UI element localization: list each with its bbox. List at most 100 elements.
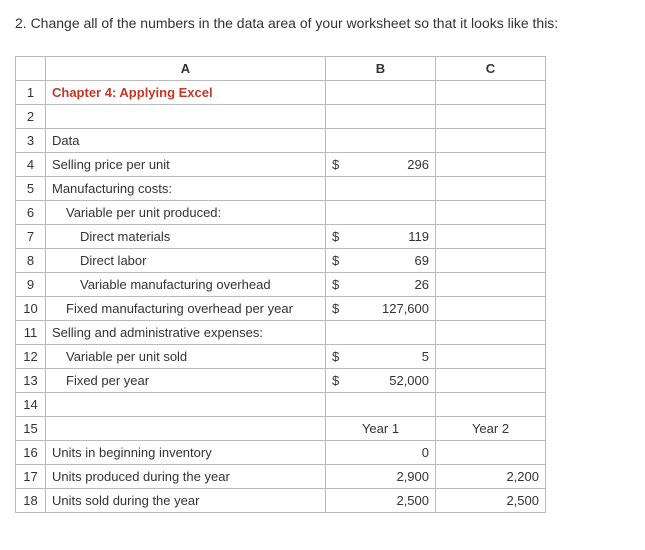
cell-value: $ 26 <box>326 273 436 297</box>
currency-symbol: $ <box>332 229 339 244</box>
row-number: 5 <box>16 177 46 201</box>
cell: Data <box>46 129 326 153</box>
header-row: A B C <box>16 57 546 81</box>
table-row: 16 Units in beginning inventory 0 <box>16 441 546 465</box>
table-row: 10 Fixed manufacturing overhead per year… <box>16 297 546 321</box>
table-row: 13 Fixed per year $ 52,000 <box>16 369 546 393</box>
cell: Manufacturing costs: <box>46 177 326 201</box>
cell-value: $ 5 <box>326 345 436 369</box>
cell: Fixed manufacturing overhead per year <box>46 297 326 321</box>
cell <box>436 249 546 273</box>
cell <box>46 105 326 129</box>
cell-year-header: Year 1 <box>326 417 436 441</box>
row-number: 3 <box>16 129 46 153</box>
value: 5 <box>422 349 429 364</box>
table-row: 14 <box>16 393 546 417</box>
cell-value: 2,200 <box>436 465 546 489</box>
row-number: 1 <box>16 81 46 105</box>
cell-value: 2,900 <box>326 465 436 489</box>
table-row: 5 Manufacturing costs: <box>16 177 546 201</box>
row-number: 9 <box>16 273 46 297</box>
row-number: 7 <box>16 225 46 249</box>
table-row: 17 Units produced during the year 2,900 … <box>16 465 546 489</box>
worksheet-table: A B C 1 Chapter 4: Applying Excel 2 3 Da… <box>15 56 546 513</box>
cell-value: 0 <box>326 441 436 465</box>
cell <box>326 201 436 225</box>
cell <box>436 369 546 393</box>
cell <box>326 105 436 129</box>
cell <box>436 273 546 297</box>
value: 119 <box>408 229 429 244</box>
cell <box>436 105 546 129</box>
cell <box>326 81 436 105</box>
cell <box>326 129 436 153</box>
cell-year-header: Year 2 <box>436 417 546 441</box>
value: 296 <box>407 157 429 172</box>
cell: Fixed per year <box>46 369 326 393</box>
value: 69 <box>415 253 429 268</box>
table-row: 15 Year 1 Year 2 <box>16 417 546 441</box>
cell <box>326 177 436 201</box>
cell: Units sold during the year <box>46 489 326 513</box>
cell: Units produced during the year <box>46 465 326 489</box>
table-row: 4 Selling price per unit $ 296 <box>16 153 546 177</box>
table-row: 12 Variable per unit sold $ 5 <box>16 345 546 369</box>
cell-value: $ 52,000 <box>326 369 436 393</box>
cell-value <box>436 441 546 465</box>
cell: Selling and administrative expenses: <box>46 321 326 345</box>
value: 52,000 <box>389 373 429 388</box>
cell: Variable manufacturing overhead <box>46 273 326 297</box>
row-number: 12 <box>16 345 46 369</box>
col-header-c: C <box>436 57 546 81</box>
cell <box>436 297 546 321</box>
cell <box>436 153 546 177</box>
currency-symbol: $ <box>332 373 339 388</box>
row-number: 15 <box>16 417 46 441</box>
cell-value: 2,500 <box>436 489 546 513</box>
table-row: 7 Direct materials $ 119 <box>16 225 546 249</box>
currency-symbol: $ <box>332 157 339 172</box>
cell <box>436 345 546 369</box>
cell <box>436 129 546 153</box>
row-number: 8 <box>16 249 46 273</box>
table-row: 8 Direct labor $ 69 <box>16 249 546 273</box>
cell <box>436 225 546 249</box>
cell-title: Chapter 4: Applying Excel <box>46 81 326 105</box>
cell-value: $ 296 <box>326 153 436 177</box>
row-number: 10 <box>16 297 46 321</box>
value: 127,600 <box>382 301 429 316</box>
cell <box>436 201 546 225</box>
table-row: 6 Variable per unit produced: <box>16 201 546 225</box>
cell <box>436 393 546 417</box>
table-row: 9 Variable manufacturing overhead $ 26 <box>16 273 546 297</box>
currency-symbol: $ <box>332 277 339 292</box>
cell: Variable per unit produced: <box>46 201 326 225</box>
table-row: 3 Data <box>16 129 546 153</box>
value: 26 <box>415 277 429 292</box>
row-number: 14 <box>16 393 46 417</box>
cell-value: $ 69 <box>326 249 436 273</box>
row-number: 2 <box>16 105 46 129</box>
cell <box>436 321 546 345</box>
cell-value: 2,500 <box>326 489 436 513</box>
col-header-a: A <box>46 57 326 81</box>
cell: Direct materials <box>46 225 326 249</box>
row-number: 17 <box>16 465 46 489</box>
cell <box>436 81 546 105</box>
table-row: 1 Chapter 4: Applying Excel <box>16 81 546 105</box>
table-row: 2 <box>16 105 546 129</box>
row-number: 11 <box>16 321 46 345</box>
cell: Units in beginning inventory <box>46 441 326 465</box>
row-number: 18 <box>16 489 46 513</box>
cell <box>326 321 436 345</box>
currency-symbol: $ <box>332 349 339 364</box>
corner-cell <box>16 57 46 81</box>
table-row: 11 Selling and administrative expenses: <box>16 321 546 345</box>
cell-value: $ 127,600 <box>326 297 436 321</box>
row-number: 4 <box>16 153 46 177</box>
currency-symbol: $ <box>332 301 339 316</box>
cell-value: $ 119 <box>326 225 436 249</box>
row-number: 16 <box>16 441 46 465</box>
row-number: 6 <box>16 201 46 225</box>
row-number: 13 <box>16 369 46 393</box>
